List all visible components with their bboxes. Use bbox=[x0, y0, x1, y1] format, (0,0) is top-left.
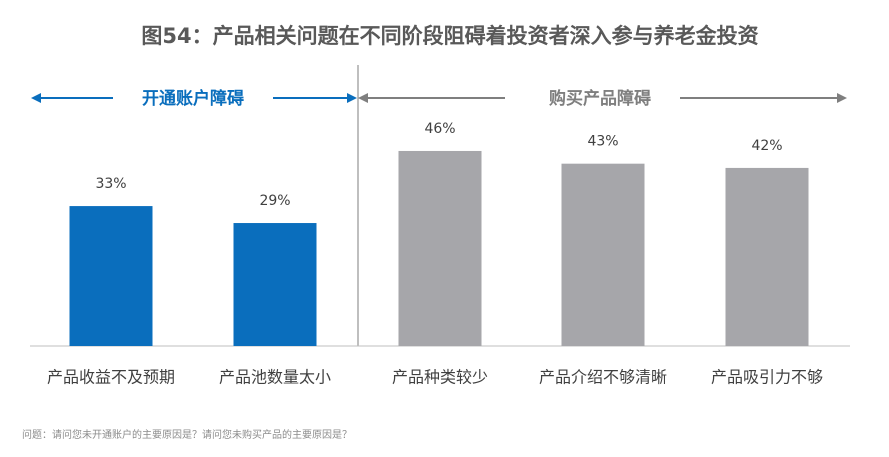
x-tick-label: 产品种类较少 bbox=[392, 368, 488, 387]
bar bbox=[725, 167, 809, 346]
x-tick-label: 产品吸引力不够 bbox=[711, 368, 823, 387]
bar bbox=[233, 223, 317, 346]
bar bbox=[398, 150, 482, 346]
x-tick-label: 产品介绍不够清晰 bbox=[539, 368, 667, 387]
value-label: 46% bbox=[424, 121, 455, 137]
value-label: 42% bbox=[751, 138, 782, 154]
value-label: 33% bbox=[95, 176, 126, 192]
chart-title: 图54：产品相关问题在不同阶段阻碍着投资者深入参与养老金投资 bbox=[141, 24, 758, 48]
x-tick-label: 产品收益不及预期 bbox=[47, 368, 175, 387]
group-label: 购买产品障碍 bbox=[549, 88, 651, 109]
value-label: 29% bbox=[259, 193, 290, 209]
footnote: 问题：请问您未开通账户的主要原因是？请问您未购买产品的主要原因是？ bbox=[22, 428, 352, 441]
group-label: 开通账户障碍 bbox=[142, 88, 244, 109]
value-label: 43% bbox=[587, 134, 618, 150]
bar bbox=[69, 206, 153, 346]
x-tick-label: 产品池数量太小 bbox=[219, 368, 331, 387]
bar bbox=[561, 163, 645, 346]
